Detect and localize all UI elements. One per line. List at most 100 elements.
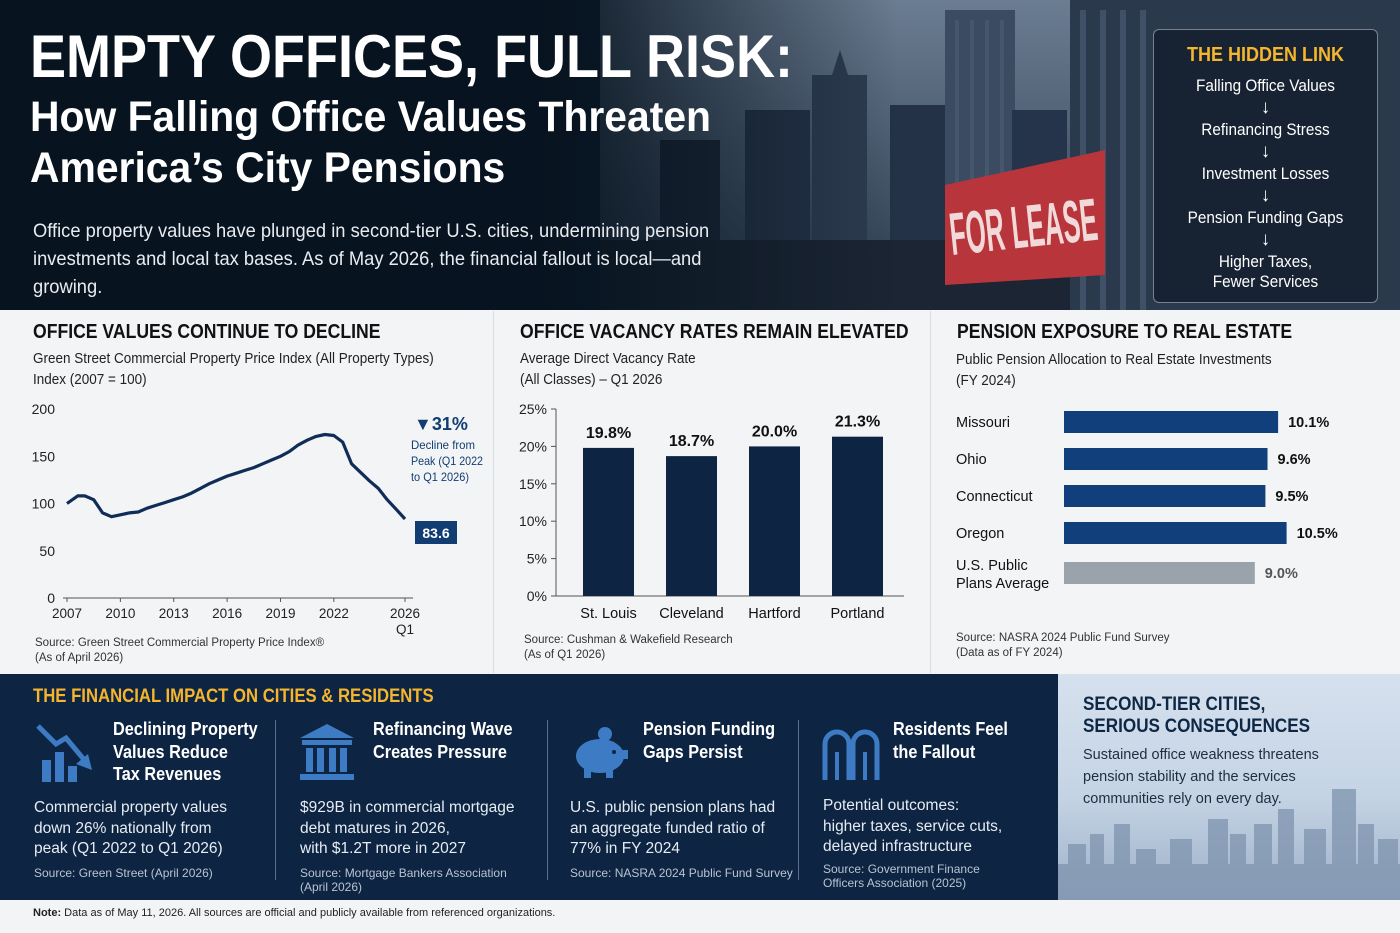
y-tick-label: 50	[39, 543, 55, 559]
panel-source: (As of Q1 2026)	[524, 649, 606, 661]
source-line: Source: Government Finance	[823, 862, 980, 876]
y-tick-label: 15%	[519, 476, 547, 492]
vacancy-bar	[666, 456, 717, 596]
bar-category-label: St. Louis	[580, 606, 636, 622]
x-tick-label: 2026	[390, 606, 420, 621]
bar-value-label: 9.0%	[1265, 566, 1298, 582]
footnote: Note: Data as of May 11, 2026. All sourc…	[33, 907, 555, 919]
y-tick-label: 100	[32, 496, 56, 512]
impact-card-tax-revenues: Declining Property Values Reduce Tax Rev…	[0, 716, 275, 894]
heading-line: Pension Funding	[643, 718, 776, 739]
x-tick-sublabel: Q1	[396, 622, 414, 637]
card-heading: Declining Property Values Reduce Tax Rev…	[113, 718, 258, 786]
card-heading: Refinancing Wave Creates Pressure	[373, 718, 513, 763]
source-line: Source: Green Street (April 2026)	[34, 866, 213, 880]
card-heading: Pension Funding Gaps Persist	[643, 718, 775, 763]
allocation-bar	[1064, 448, 1268, 470]
card-source: Source: Green Street (April 2026)	[34, 866, 213, 880]
row-label: Oregon	[956, 526, 1004, 542]
hidden-link-box: THE HIDDEN LINK Falling Office Values ↓ …	[1153, 29, 1378, 303]
bar-category-label: Cleveland	[659, 606, 724, 622]
body-line: with $1.2T more in 2027	[300, 840, 467, 857]
body-line: down 26% nationally from	[34, 819, 212, 837]
card-body: Potential outcomes: higher taxes, servic…	[823, 796, 1002, 858]
down-arrow-icon: ↓	[1260, 229, 1271, 250]
heading-line: Residents Feel	[893, 718, 1008, 739]
price-index-line-chart: 0 50 100 150 200 2007 2010 2013 2016 2019 2022 2026…	[32, 401, 484, 637]
consequences-title: SECOND-TIER CITIES, SERIOUS CONSEQUENCES	[1083, 694, 1310, 738]
heading-line: Tax Revenues	[113, 763, 222, 784]
hero-description: Office property values have plunged in s…	[33, 220, 710, 298]
decline-percent: ▼31%	[414, 414, 468, 434]
impact-card-pension-gaps: Pension Funding Gaps Persist U.S. public…	[548, 716, 798, 894]
office-values-panel: OFFICE VALUES CONTINUE TO DECLINE Green …	[0, 311, 492, 673]
bar-value-label: 19.8%	[586, 425, 631, 442]
piggy-bank-icon	[576, 727, 628, 778]
body-line: higher taxes, service cuts,	[823, 817, 1003, 835]
bar-value-label: 10.1%	[1288, 415, 1329, 431]
decline-note: Peak (Q1 2022	[411, 454, 483, 468]
note-label: Note:	[33, 907, 62, 919]
impact-title: THE FINANCIAL IMPACT ON CITIES & RESIDEN…	[33, 686, 434, 707]
bar-value-label: 9.6%	[1278, 452, 1311, 468]
allocation-bar	[1064, 522, 1287, 544]
body-line: U.S. public pension plans had	[570, 799, 776, 816]
bar-value-label: 9.5%	[1275, 489, 1308, 505]
link-step: Pension Funding Gaps	[1187, 208, 1344, 227]
link-step: Higher Taxes,	[1218, 252, 1313, 271]
row-label: Connecticut	[956, 489, 1033, 505]
source-line: Officers Association (2025)	[823, 876, 967, 890]
pension-allocation-bar-chart: Missouri 10.1% Ohio 9.6% Connecticut 9.5% Oreg…	[956, 411, 1338, 592]
body-line: peak (Q1 2022 to Q1 2026)	[34, 840, 223, 857]
panel-subtitle: Average Direct Vacancy Rate	[520, 351, 696, 367]
x-tick-label: 2007	[52, 606, 82, 621]
source-line: (April 2026)	[300, 880, 363, 894]
heading-line: Refinancing Wave	[373, 718, 513, 739]
note-text: Data as of May 11, 2026. All sources are…	[61, 907, 556, 919]
x-tick-label: 2016	[212, 606, 242, 621]
x-tick-label: 2013	[159, 606, 189, 621]
y-tick-label: 20%	[519, 438, 547, 454]
card-body: $929B in commercial mortgage debt mature…	[300, 798, 515, 860]
panel-title: OFFICE VALUES CONTINUE TO DECLINE	[33, 321, 381, 343]
row-label: Ohio	[956, 452, 987, 468]
body-line: Potential outcomes:	[823, 797, 960, 814]
body-line: an aggregate funded ratio of	[570, 819, 765, 837]
vacancy-bar	[832, 436, 883, 596]
hidden-link-title: THE HIDDEN LINK	[1186, 44, 1344, 66]
panel-title: PENSION EXPOSURE TO REAL ESTATE	[957, 321, 1293, 343]
bank-building-icon	[300, 724, 354, 780]
end-value-box	[415, 520, 457, 544]
row-label: U.S. Public	[956, 558, 1028, 574]
bar-category-label: Hartford	[748, 606, 800, 622]
heading-line: Gaps Persist	[643, 740, 743, 762]
link-step: Refinancing Stress	[1201, 120, 1330, 139]
subtitle-line: How Falling Office Values Threaten	[30, 93, 711, 141]
panel-subtitle: Index (2007 = 100)	[33, 372, 147, 388]
body-line: debt matures in 2026,	[300, 819, 450, 837]
card-body: U.S. public pension plans had an aggrega…	[570, 798, 775, 860]
vacancy-bar	[583, 447, 634, 596]
panel-source: Source: Cushman & Wakefield Research	[524, 634, 733, 646]
y-tick-label: 150	[32, 448, 56, 464]
link-step: Falling Office Values	[1196, 76, 1335, 95]
body-line: delayed infrastructure	[823, 838, 973, 855]
allocation-bar	[1064, 411, 1279, 433]
card-body: Commercial property values down 26% nati…	[34, 798, 227, 860]
column-divider	[547, 720, 548, 880]
heading-line: Declining Property	[113, 718, 258, 739]
card-source: Source: Mortgage Bankers Association (Ap…	[300, 866, 507, 894]
link-step: Investment Losses	[1201, 164, 1330, 183]
heading-line: the Fallout	[893, 740, 976, 762]
allocation-bar	[1064, 485, 1266, 507]
row-label: Missouri	[956, 415, 1010, 431]
row-label: Plans Average	[956, 576, 1049, 592]
y-tick-label: 5%	[527, 551, 547, 567]
heading-line: Values Reduce	[113, 740, 228, 762]
impact-card-residents: Residents Feel the Fallout Potential out…	[799, 716, 1058, 894]
vacancy-panel: OFFICE VACANCY RATES REMAIN ELEVATED Ave…	[493, 311, 929, 673]
impact-section: THE FINANCIAL IMPACT ON CITIES & RESIDEN…	[0, 674, 1058, 900]
page-subtitle: How Falling Office Values Threaten Ameri…	[30, 92, 711, 194]
people-icon	[822, 729, 880, 780]
panel-subtitle: (All Classes) – Q1 2026	[520, 372, 663, 388]
